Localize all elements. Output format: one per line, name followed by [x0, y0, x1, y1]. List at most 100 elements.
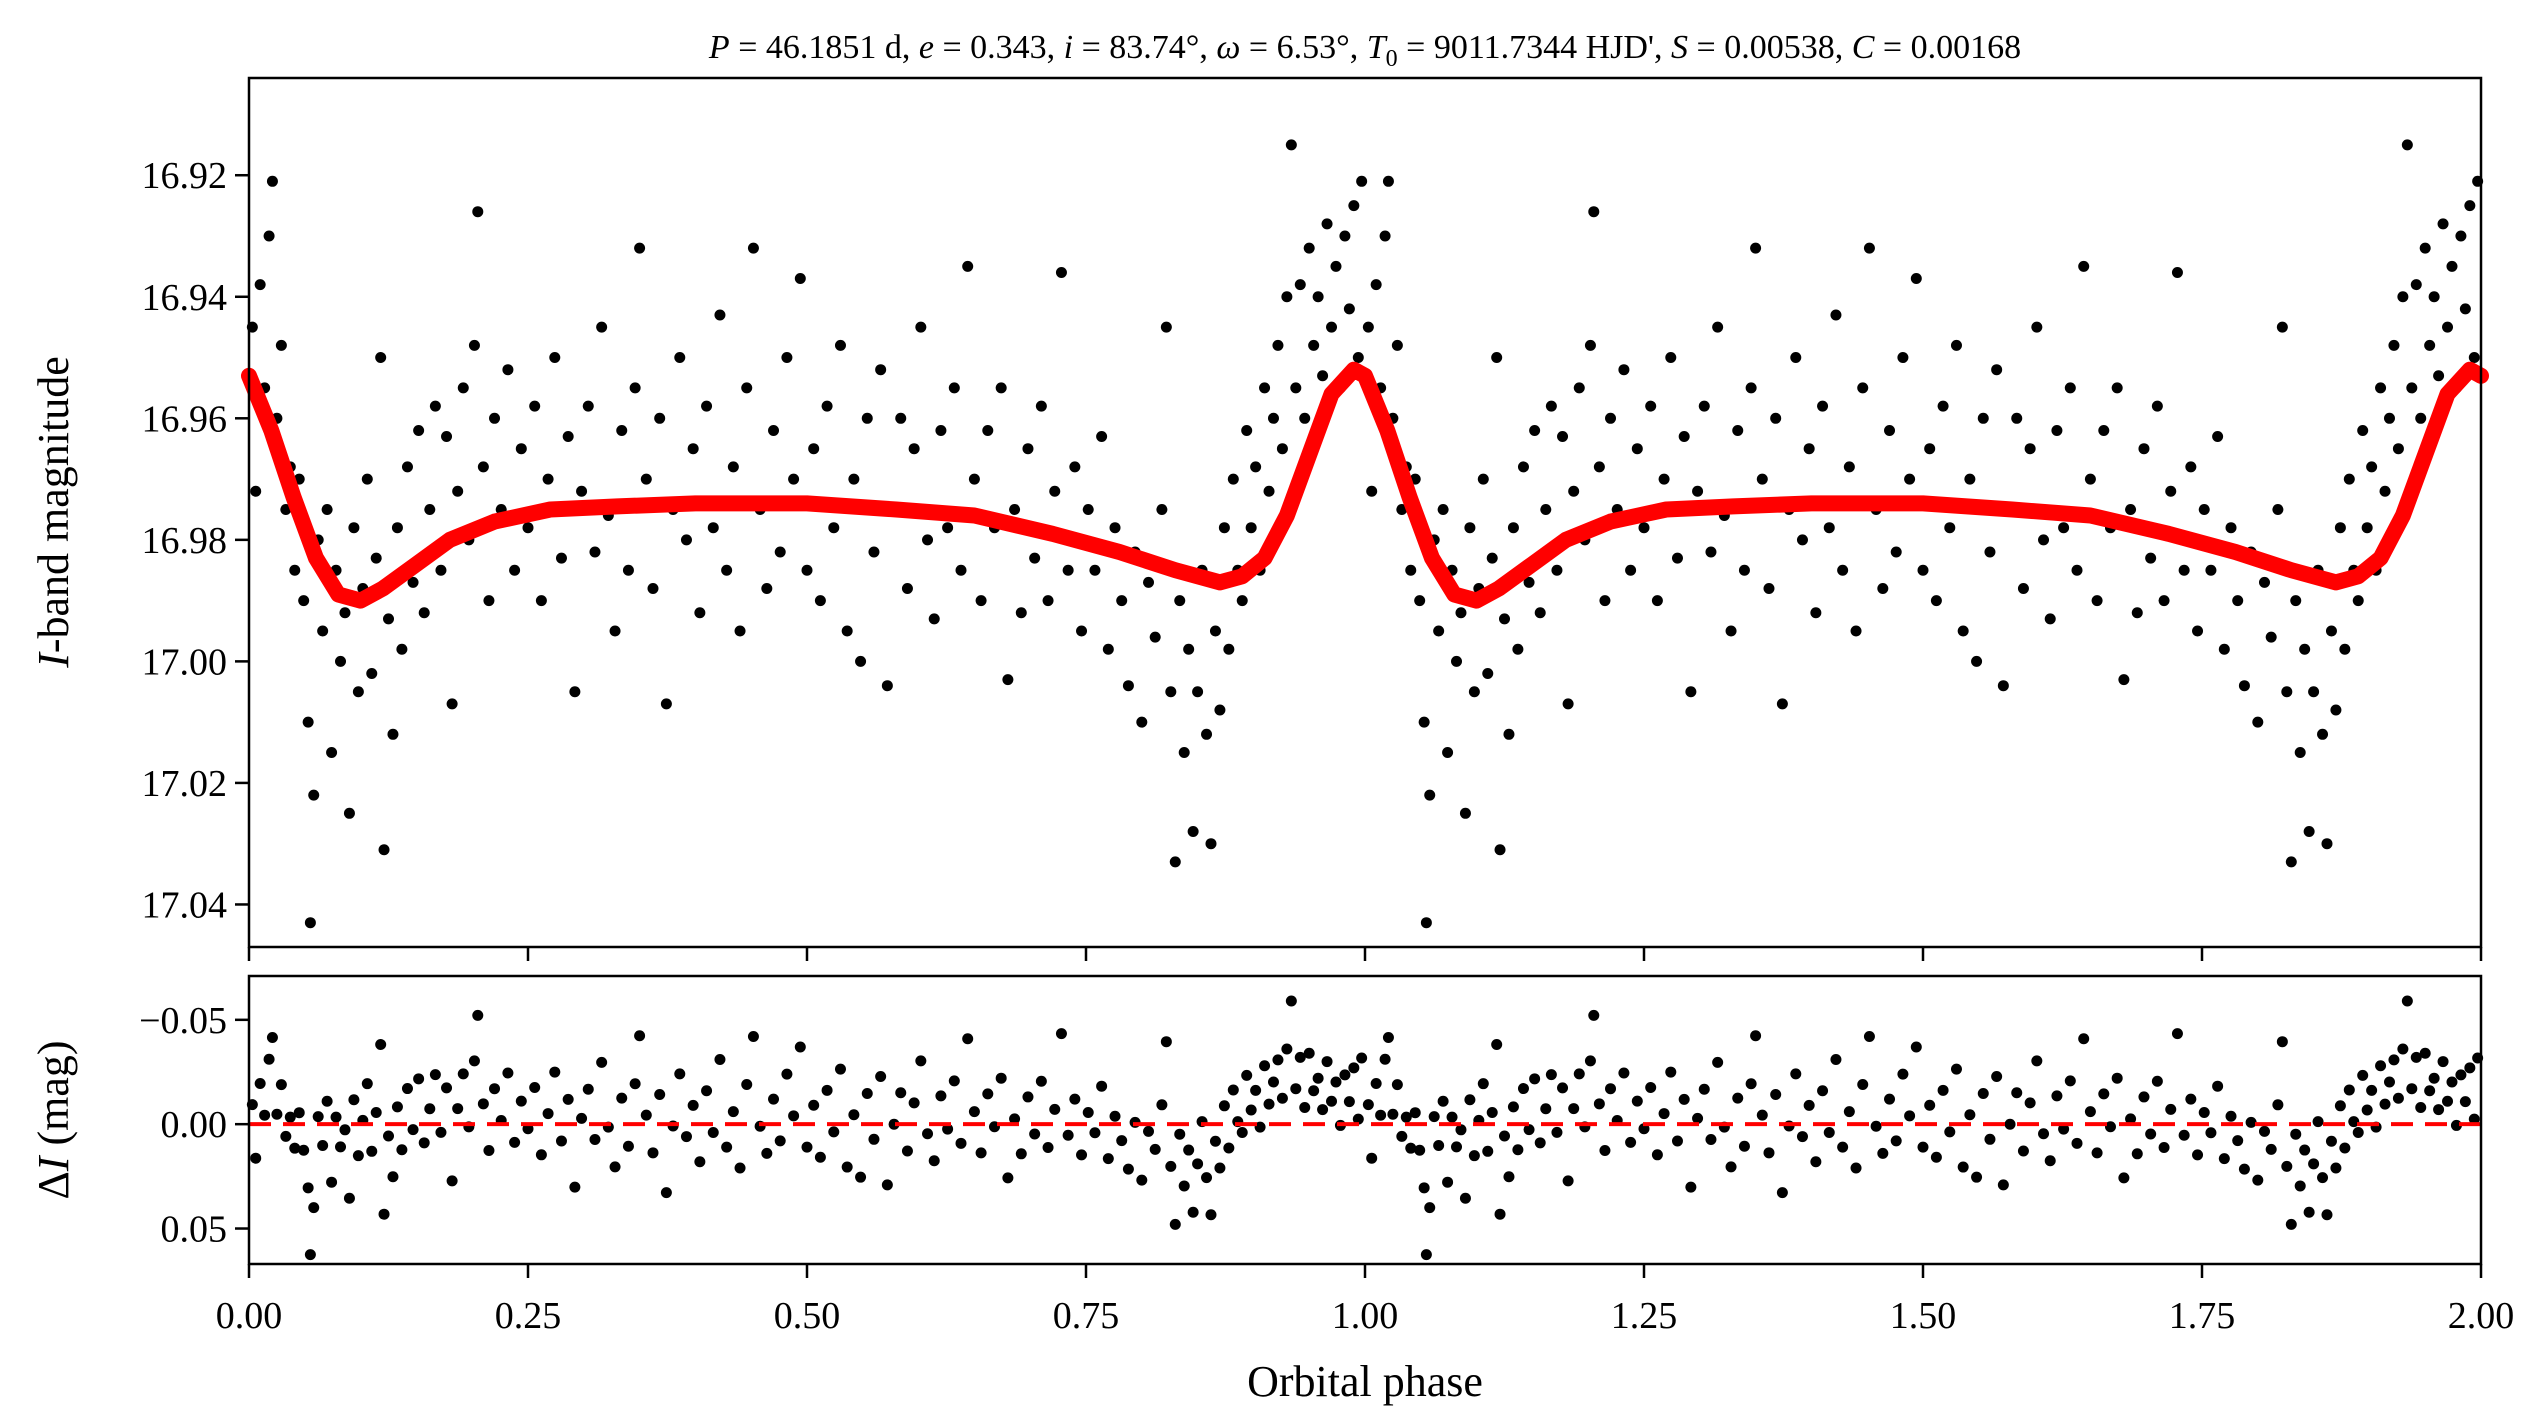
- residual-point: [2285, 1218, 2297, 1230]
- data-point: [468, 339, 480, 351]
- residual-point: [446, 1175, 458, 1187]
- data-point: [326, 747, 338, 759]
- data-point: [2308, 686, 2320, 698]
- residual-point: [2232, 1135, 2244, 1147]
- data-point: [2357, 424, 2369, 436]
- residual-point: [489, 1083, 501, 1095]
- residual-point: [2078, 1033, 2090, 1045]
- data-point: [855, 655, 867, 667]
- residual-point: [1418, 1182, 1430, 1194]
- data-point: [2375, 382, 2387, 394]
- data-point: [962, 260, 974, 272]
- data-point: [1551, 564, 1563, 576]
- data-point: [266, 175, 278, 187]
- data-point: [1049, 485, 1061, 497]
- data-point: [1977, 412, 1989, 424]
- residual-point: [660, 1187, 672, 1199]
- residual-point: [1605, 1083, 1617, 1095]
- x-tick-label: 1.25: [1611, 1295, 1678, 1337]
- data-point: [2339, 643, 2351, 655]
- residual-point: [701, 1085, 713, 1097]
- data-point: [391, 522, 403, 534]
- residual-point: [1267, 1076, 1279, 1088]
- data-point: [1499, 613, 1510, 625]
- residual-point: [2125, 1113, 2137, 1125]
- data-point: [727, 461, 739, 473]
- data-point: [2084, 473, 2096, 485]
- residual-point: [1468, 1150, 1480, 1162]
- residual-point: [1568, 1103, 1580, 1115]
- data-point: [1557, 431, 1569, 443]
- residual-point: [982, 1088, 994, 1100]
- data-point: [2238, 680, 2250, 692]
- data-point: [2464, 200, 2476, 212]
- residual-point: [2044, 1155, 2056, 1167]
- residual-point: [1850, 1162, 1862, 1174]
- residual-point: [1259, 1060, 1271, 1072]
- data-point: [1503, 728, 1515, 740]
- residual-point: [1738, 1140, 1750, 1152]
- data-point: [2410, 279, 2422, 291]
- data-point: [922, 534, 934, 546]
- data-point: [2171, 266, 2183, 278]
- residual-point: [1507, 1101, 1519, 1113]
- residual-point: [1756, 1109, 1768, 1121]
- data-point: [1464, 522, 1476, 534]
- data-point: [1725, 625, 1737, 637]
- residual-point: [515, 1095, 527, 1107]
- residual-point: [654, 1088, 666, 1100]
- residual-point: [348, 1094, 360, 1106]
- data-point: [1420, 917, 1432, 929]
- data-point: [1160, 321, 1172, 333]
- x-tick-label: 2.00: [2448, 1295, 2515, 1337]
- data-point: [1339, 230, 1351, 242]
- residual-point: [1464, 1094, 1476, 1106]
- data-point: [895, 412, 907, 424]
- data-point: [2011, 412, 2023, 424]
- data-point: [1259, 382, 1271, 394]
- residual-point: [1678, 1093, 1690, 1105]
- residual-point: [634, 1030, 646, 1042]
- data-point: [1149, 631, 1161, 643]
- residual-point: [1029, 1128, 1041, 1140]
- data-point: [2024, 443, 2036, 455]
- data-point: [721, 564, 733, 576]
- residual-point: [2330, 1162, 2342, 1174]
- residual-point: [1102, 1153, 1114, 1165]
- model-curve: [241, 361, 2489, 609]
- data-point: [1109, 522, 1121, 534]
- data-point: [2145, 552, 2157, 564]
- data-point: [335, 655, 347, 667]
- residual-point: [2433, 1104, 2445, 1116]
- data-point: [1494, 844, 1506, 856]
- data-point: [875, 364, 887, 376]
- data-point: [2290, 595, 2302, 607]
- residual-point: [1236, 1127, 1248, 1139]
- residual-point: [2272, 1099, 2284, 1111]
- residual-point: [1817, 1085, 1829, 1097]
- data-point: [1857, 382, 1869, 394]
- data-point: [660, 698, 672, 710]
- data-point: [1950, 339, 1962, 351]
- data-point: [982, 424, 994, 436]
- data-point: [1062, 564, 1074, 576]
- data-point: [343, 807, 355, 819]
- data-point: [788, 473, 800, 485]
- residual-point: [352, 1150, 364, 1162]
- residual-point: [1382, 1031, 1394, 1043]
- data-point: [2299, 643, 2311, 655]
- top-y-tick-label: 17.00: [142, 641, 228, 683]
- data-point: [2258, 576, 2270, 588]
- data-point: [1209, 625, 1221, 637]
- data-point: [1631, 443, 1643, 455]
- residual-point: [1705, 1133, 1717, 1145]
- data-point: [2459, 303, 2471, 315]
- data-point: [2125, 503, 2137, 515]
- residual-point: [542, 1108, 554, 1120]
- data-point: [1169, 856, 1181, 868]
- data-point: [768, 424, 780, 436]
- x-tick-label: 0.25: [495, 1295, 562, 1337]
- data-point: [2321, 838, 2333, 850]
- data-point: [1732, 424, 1744, 436]
- data-point: [1442, 747, 1454, 759]
